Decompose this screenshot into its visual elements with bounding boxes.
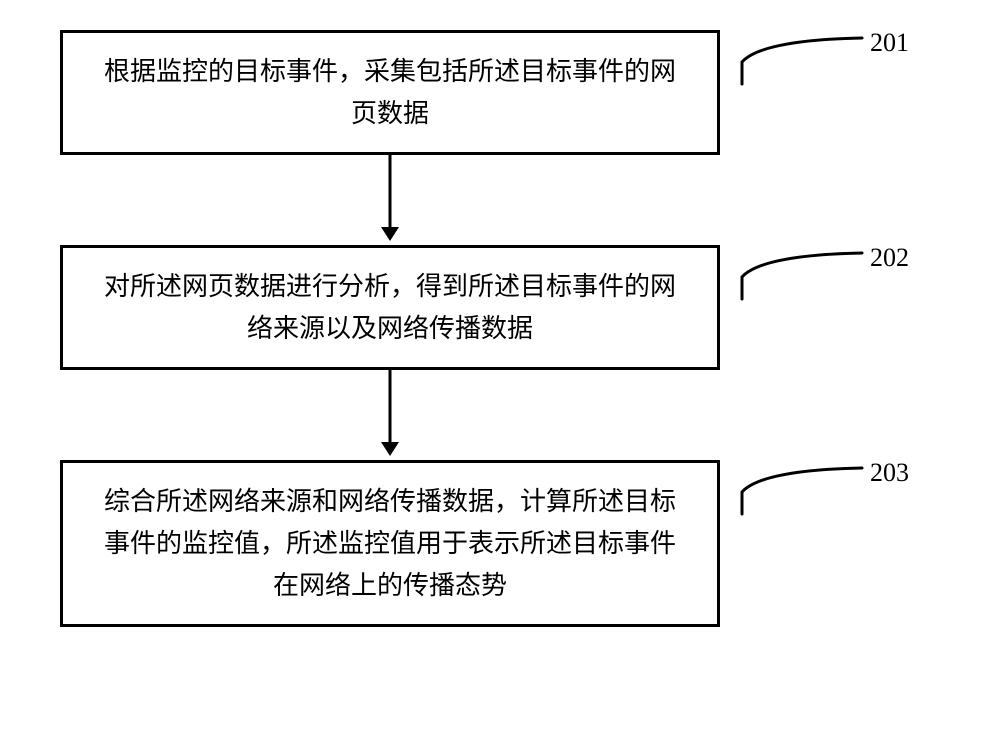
step-text-line: 事件的监控值，所述监控值用于表示所述目标事件 xyxy=(104,523,676,565)
step-text-line: 在网络上的传播态势 xyxy=(273,565,507,607)
step-label-wrap-201: 201 xyxy=(738,34,909,92)
step-text-line: 络来源以及网络传播数据 xyxy=(247,308,533,350)
arrow-down-icon xyxy=(60,155,720,245)
step-row-202: 对所述网页数据进行分析，得到所述目标事件的网络来源以及网络传播数据 202 xyxy=(60,245,940,370)
step-label-wrap-202: 202 xyxy=(738,249,909,307)
step-label-202: 202 xyxy=(870,243,909,273)
step-label-201: 201 xyxy=(870,28,909,58)
step-row-201: 根据监控的目标事件，采集包括所述目标事件的网页数据 201 xyxy=(60,30,940,155)
flowchart-container: 根据监控的目标事件，采集包括所述目标事件的网页数据 201 对所述网页数据进行分… xyxy=(60,30,940,627)
step-text-line: 页数据 xyxy=(351,93,429,135)
step-text-line: 综合所述网络来源和网络传播数据，计算所述目标 xyxy=(104,481,676,523)
step-text-line: 对所述网页数据进行分析，得到所述目标事件的网 xyxy=(104,266,676,308)
step-box-203: 综合所述网络来源和网络传播数据，计算所述目标事件的监控值，所述监控值用于表示所述… xyxy=(60,460,720,627)
step-label-wrap-203: 203 xyxy=(738,464,909,522)
arrow-down-icon xyxy=(60,370,720,460)
step-box-201: 根据监控的目标事件，采集包括所述目标事件的网页数据 xyxy=(60,30,720,155)
step-box-202: 对所述网页数据进行分析，得到所述目标事件的网络来源以及网络传播数据 xyxy=(60,245,720,370)
step-text-line: 根据监控的目标事件，采集包括所述目标事件的网 xyxy=(104,51,676,93)
step-row-203: 综合所述网络来源和网络传播数据，计算所述目标事件的监控值，所述监控值用于表示所述… xyxy=(60,460,940,627)
step-label-203: 203 xyxy=(870,458,909,488)
